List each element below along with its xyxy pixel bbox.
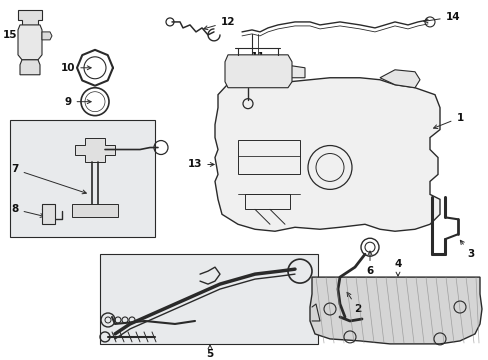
Text: 3: 3: [459, 240, 474, 259]
Polygon shape: [18, 10, 42, 25]
Polygon shape: [260, 65, 305, 78]
Polygon shape: [20, 60, 40, 75]
Polygon shape: [72, 204, 118, 217]
Polygon shape: [18, 25, 42, 60]
Text: 12: 12: [203, 17, 235, 30]
Text: 5: 5: [206, 345, 213, 359]
Text: 10: 10: [61, 63, 91, 73]
Polygon shape: [309, 277, 481, 344]
Bar: [100, 254, 317, 344]
Text: 11: 11: [250, 52, 264, 69]
Polygon shape: [75, 138, 115, 162]
Text: 4: 4: [393, 259, 401, 276]
Text: 14: 14: [423, 12, 459, 23]
Text: 6: 6: [366, 251, 373, 276]
Bar: [10, 120, 155, 237]
Text: 15: 15: [3, 30, 35, 50]
Polygon shape: [42, 32, 52, 40]
Text: 7: 7: [11, 165, 86, 194]
Text: 9: 9: [64, 97, 91, 107]
Polygon shape: [42, 204, 55, 224]
Polygon shape: [379, 70, 419, 88]
Text: 8: 8: [11, 204, 44, 217]
Polygon shape: [224, 55, 291, 88]
Text: 2: 2: [346, 292, 361, 314]
Polygon shape: [215, 78, 439, 231]
Text: 1: 1: [433, 113, 463, 129]
Text: 13: 13: [187, 159, 214, 170]
